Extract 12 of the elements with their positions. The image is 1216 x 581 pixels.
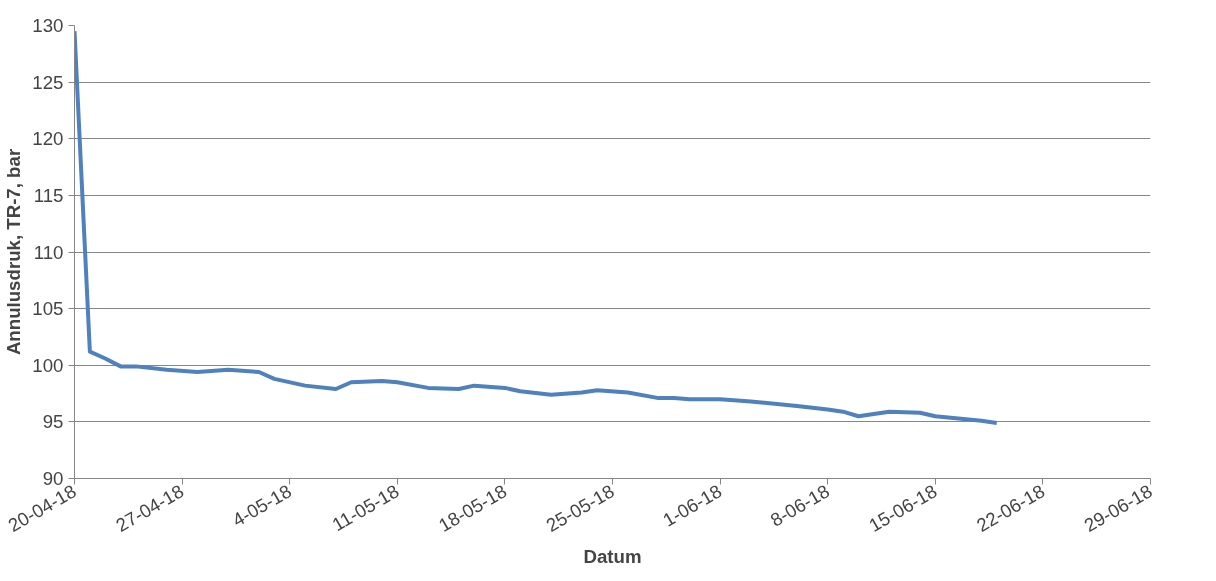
- y-tick-label: 105: [32, 298, 64, 320]
- y-tick-label: 95: [42, 411, 64, 433]
- line-series: [74, 29, 999, 426]
- y-tick-label: 90: [42, 468, 64, 489]
- x-axis-title: Datum: [583, 546, 642, 568]
- y-tick-label: 110: [33, 241, 64, 263]
- y-tick-label: 115: [33, 184, 64, 206]
- y-tick-label: 120: [32, 128, 64, 150]
- y-axis-title: Annulusdruk, TR-7, bar: [3, 148, 25, 356]
- y-tick-label: 130: [32, 15, 64, 36]
- y-tick-label: 125: [32, 71, 64, 93]
- y-tick-label: 100: [32, 354, 64, 376]
